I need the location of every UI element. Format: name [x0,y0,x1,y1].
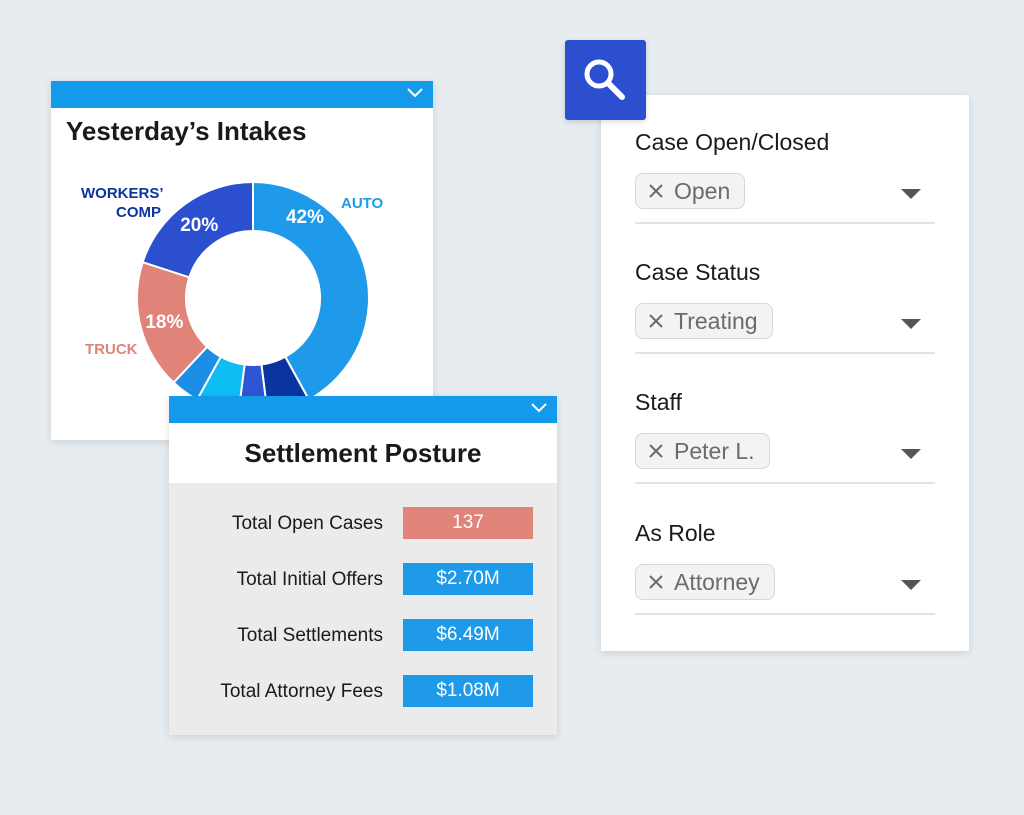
filter-chip[interactable]: Peter L. [635,433,770,469]
filter-case-status: Case Status Treating [635,225,935,355]
chip-label: Peter L. [674,437,755,464]
filter-staff: Staff Peter L. [635,355,935,485]
filter-chip[interactable]: Open [635,173,746,209]
row-label: Total Settlements [237,625,383,646]
chevron-down-icon[interactable] [901,189,921,199]
filter-chip[interactable]: Attorney [635,564,775,600]
settlement-row: Total Initial Offers $2.70M [169,563,557,595]
intakes-title: Yesterday’s Intakes [66,116,307,146]
row-label: Total Attorney Fees [220,681,383,702]
label-workers-line2: COMP [116,204,161,221]
pct-workers-comp: 20% [180,215,218,236]
label-workers-line1: WORKERS’ [81,185,164,202]
settlement-row: Total Attorney Fees $1.08M [169,675,557,707]
row-value: 137 [403,507,533,539]
chevron-down-icon[interactable] [901,449,921,459]
pct-truck: 18% [145,312,183,333]
donut-slice-auto [252,180,370,402]
row-label: Total Open Cases [231,513,383,534]
settlement-widget: Settlement Posture Total Open Cases 137 … [169,396,557,735]
row-value: $6.49M [403,619,533,651]
row-value: $1.08M [403,675,533,707]
chip-label: Open [674,177,731,204]
donut-slice-workers-comp [141,180,254,279]
settlement-table: Total Open Cases 137 Total Initial Offer… [169,483,557,735]
chevron-down-icon[interactable] [407,87,423,99]
intakes-widget: Yesterday’s Intakes 42% 18% 20% WORKERS’ C… [51,81,433,440]
search-icon [584,59,625,100]
divider [635,352,935,354]
filter-label: As Role [635,520,716,546]
filter-label: Staff [635,389,682,415]
intakes-header-bar [51,81,433,108]
settlement-row: Total Settlements $6.49M [169,619,557,651]
close-icon[interactable] [648,443,664,459]
settlement-row: Total Open Cases 137 [169,507,557,539]
close-icon[interactable] [648,574,664,590]
close-icon[interactable] [648,183,664,199]
chip-label: Treating [674,307,758,334]
divider [635,222,935,224]
label-workers-comp: WORKERS’ COMP [81,184,164,222]
divider [635,482,935,484]
close-icon[interactable] [648,313,664,329]
filter-as-role: As Role Attorney [635,486,935,616]
divider [635,613,935,615]
chip-label: Attorney [674,568,760,595]
intakes-donut-chart: 42% 18% 20% [136,180,370,415]
search-button[interactable] [565,40,646,120]
chevron-down-icon[interactable] [901,580,921,590]
label-truck: TRUCK [85,341,138,358]
filter-label: Case Status [635,259,761,285]
filter-panel: Case Open/Closed Open Case Status Treati… [601,95,969,651]
settlement-header-bar [169,396,557,423]
filter-chip[interactable]: Treating [635,303,773,339]
filter-case-open-closed: Case Open/Closed Open [635,95,935,225]
settlement-title: Settlement Posture [169,423,557,483]
chevron-down-icon[interactable] [901,319,921,329]
row-label: Total Initial Offers [236,569,383,590]
row-value: $2.70M [403,563,533,595]
chevron-down-icon[interactable] [531,402,547,414]
filter-label: Case Open/Closed [635,129,830,155]
pct-auto: 42% [286,207,324,228]
label-auto: AUTO [341,195,384,212]
